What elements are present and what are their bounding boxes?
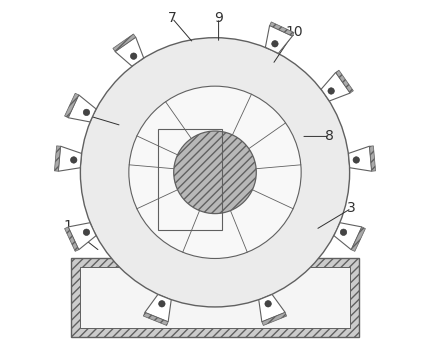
Polygon shape (80, 267, 350, 328)
Circle shape (83, 229, 90, 236)
Circle shape (174, 131, 256, 214)
Polygon shape (143, 312, 168, 326)
Polygon shape (265, 25, 292, 53)
Polygon shape (64, 227, 79, 251)
Text: 2: 2 (81, 108, 90, 122)
Polygon shape (55, 146, 61, 171)
Polygon shape (145, 294, 171, 322)
Text: 1: 1 (63, 219, 72, 233)
Text: 3: 3 (347, 201, 356, 215)
Polygon shape (270, 22, 294, 36)
Text: 10: 10 (285, 25, 303, 39)
Circle shape (353, 157, 359, 163)
Circle shape (328, 88, 335, 94)
Polygon shape (68, 95, 96, 122)
Polygon shape (262, 312, 287, 326)
Text: 7: 7 (168, 11, 176, 25)
Circle shape (272, 41, 278, 47)
Polygon shape (113, 34, 136, 52)
Polygon shape (68, 223, 96, 250)
Circle shape (129, 86, 301, 258)
Circle shape (83, 109, 90, 116)
Polygon shape (321, 73, 350, 101)
Circle shape (340, 229, 347, 236)
Circle shape (159, 300, 165, 307)
Text: 9: 9 (214, 11, 223, 25)
Polygon shape (71, 258, 359, 337)
Polygon shape (348, 146, 372, 171)
Polygon shape (259, 294, 285, 322)
Circle shape (71, 157, 77, 163)
Polygon shape (115, 37, 144, 66)
Circle shape (80, 38, 350, 307)
Polygon shape (336, 70, 353, 93)
Polygon shape (64, 93, 79, 118)
Text: 8: 8 (326, 130, 334, 143)
Polygon shape (58, 146, 82, 171)
Circle shape (265, 300, 271, 307)
Circle shape (130, 53, 137, 59)
Polygon shape (369, 146, 375, 171)
Polygon shape (334, 223, 362, 250)
Polygon shape (351, 227, 366, 251)
